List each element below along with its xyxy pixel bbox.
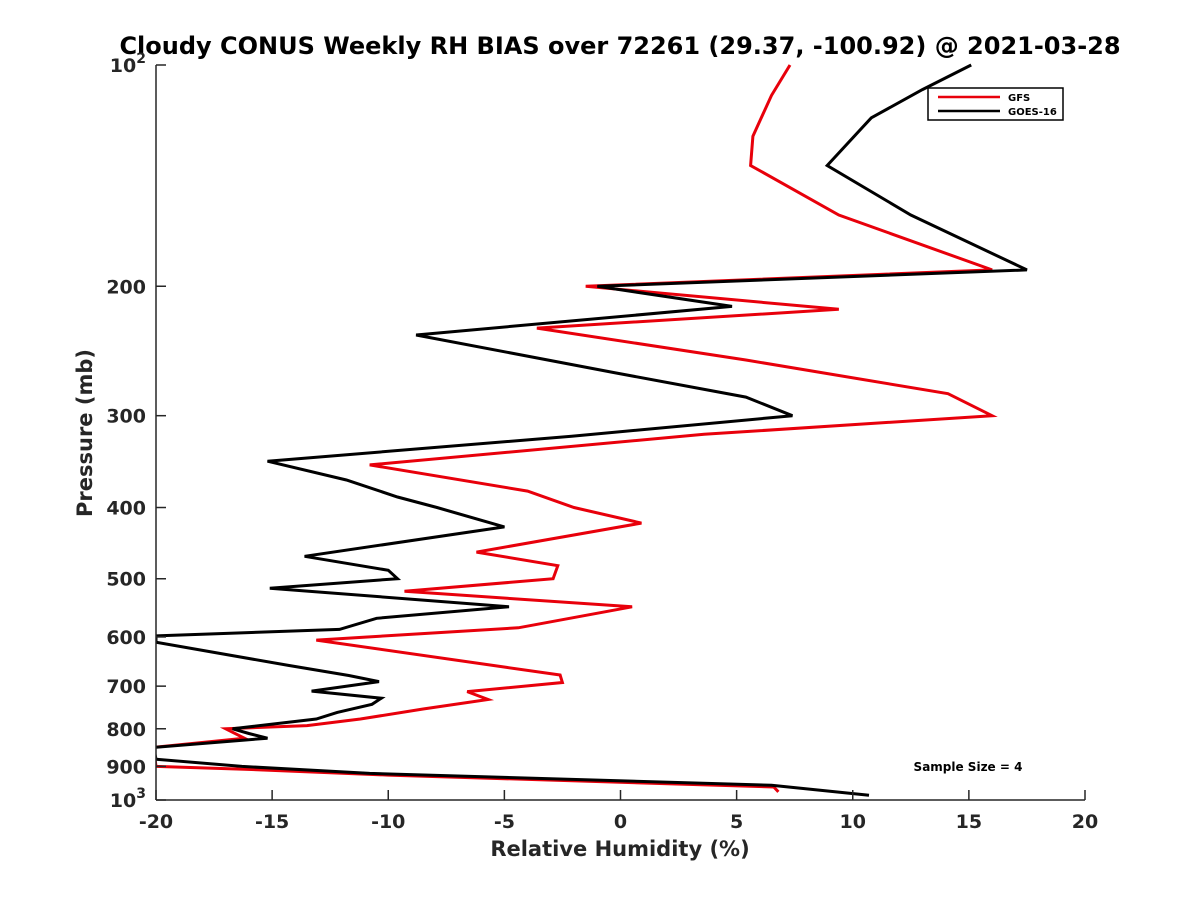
y-tick-label: 103 — [110, 786, 146, 812]
y-tick-label: 900 — [106, 756, 146, 778]
x-tick-label: -5 — [494, 811, 515, 833]
y-tick-label: 500 — [106, 569, 146, 591]
x-tick-label: -20 — [139, 811, 173, 833]
x-tick-label: 20 — [1072, 811, 1098, 833]
y-tick-label: 102 — [110, 51, 146, 77]
x-tick-label: 10 — [840, 811, 866, 833]
y-tick-label: 200 — [106, 276, 146, 298]
x-tick-label: -10 — [371, 811, 405, 833]
y-tick-label: 400 — [106, 498, 146, 520]
legend-label: GFS — [1008, 93, 1030, 104]
legend-label: GOES-16 — [1008, 107, 1057, 118]
x-tick-label: -15 — [255, 811, 289, 833]
chart-title: Cloudy CONUS Weekly RH BIAS over 72261 (… — [119, 32, 1120, 60]
y-tick-label: 300 — [106, 406, 146, 428]
axes-layer: -20 -15 -10 -5 0 5 10 15 20 102 200 300 400 500 600 700… — [106, 51, 1098, 833]
x-tick-label: 15 — [956, 811, 982, 833]
legend: GFS GOES-16 — [927, 87, 1064, 121]
y-tick-label: 700 — [106, 676, 146, 698]
sample-size-annotation: Sample Size = 4 — [914, 760, 1023, 774]
y-axis-label: Pressure (mb) — [73, 349, 97, 517]
series-line-gfs — [156, 64, 998, 793]
series-line-goes-16 — [156, 63, 1028, 797]
x-axis-label: Relative Humidity (%) — [490, 837, 749, 861]
y-tick-label: 800 — [106, 719, 146, 741]
x-tick-label: 0 — [614, 811, 627, 833]
series-layer — [156, 63, 1028, 797]
x-tick-label: 5 — [730, 811, 743, 833]
legend-box — [927, 87, 1064, 121]
y-tick-label: 600 — [106, 627, 146, 649]
